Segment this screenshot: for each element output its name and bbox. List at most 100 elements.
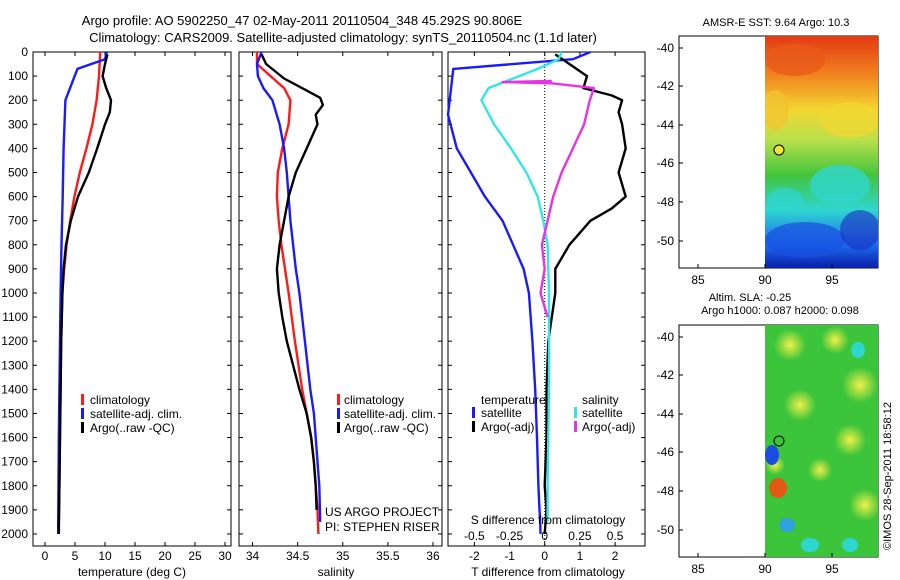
y-tick-label: 1400 <box>1 382 28 396</box>
y-tick-label: 1300 <box>1 358 28 372</box>
y-tick-label: 300 <box>8 117 28 131</box>
x-tick-label: 35.5 <box>376 549 400 563</box>
temperature-legend: climatology satellite-adj. clim. Argo(..… <box>81 393 182 435</box>
sla-argo-marker <box>773 435 785 447</box>
salinity-xlabel: salinity <box>318 565 355 579</box>
series-line-satellite-adj-clim <box>255 51 322 522</box>
map-y-tick-label: -42 <box>657 368 675 382</box>
y-tick-label: 2000 <box>1 527 28 541</box>
map-x-tick-label: 95 <box>825 273 839 287</box>
map-x-tick-label: 90 <box>758 562 772 576</box>
y-tick-label: 1900 <box>1 503 28 517</box>
figure-title-line2: Climatology: CARS2009. Satellite-adjuste… <box>89 30 597 45</box>
legend-label-argo: Argo(..raw -QC) <box>90 421 175 435</box>
x-tick-label: 34.5 <box>286 549 310 563</box>
map-y-tick-label: -48 <box>657 195 675 209</box>
y-tick-label: 200 <box>8 93 28 107</box>
x-tick-label: -1 <box>504 549 515 563</box>
x-tick-label: 1 <box>577 549 584 563</box>
sla-map-subtitle: Argo h1000: 0.087 h2000: 0.098 <box>701 305 859 317</box>
y-tick-label: 100 <box>8 69 28 83</box>
series-line-climatology <box>255 52 320 535</box>
s-tick-label: -0.5 <box>464 529 485 543</box>
y-tick-label: 0 <box>21 45 28 59</box>
temperature-xlabel: temperature (deg C) <box>78 565 186 579</box>
map-y-tick-label: -46 <box>657 156 675 170</box>
y-tick-label: 700 <box>8 214 28 228</box>
legend-swatch-climatology <box>81 394 84 405</box>
y-tick-label: 1100 <box>2 310 28 324</box>
axis-ticks: 0 5 10 15 20 25 300100200300400500600700800900… <box>1 45 645 563</box>
difference-xlabel: T difference from climatology <box>471 565 625 579</box>
legend-label-sal-argo: Argo(-adj) <box>582 420 635 434</box>
sla-field <box>765 325 878 557</box>
s-tick-label: 0 <box>541 529 548 543</box>
map-y-tick-label: -50 <box>657 234 675 248</box>
legend-label-climatology: climatology <box>344 393 404 407</box>
legend-swatch-satellite <box>337 408 340 419</box>
credit-project: US ARGO PROJECT <box>325 505 440 519</box>
series-line-argo-raw-qc <box>57 54 113 535</box>
series-line-argo-raw-qc <box>260 53 325 510</box>
x-tick-label: 0 <box>541 549 548 563</box>
series-line-temperature-argo-adj <box>543 53 627 535</box>
sst-argo-marker <box>773 144 785 156</box>
x-tick-label: 25 <box>188 549 202 563</box>
x-tick-label: 20 <box>158 549 172 563</box>
x-tick-label: 35 <box>336 549 350 563</box>
s-tick-label: 0.5 <box>607 529 624 543</box>
salinity-legend: climatology satellite-adj. clim. Argo(..… <box>337 393 436 435</box>
y-tick-label: 1800 <box>1 479 28 493</box>
map-y-tick-label: -40 <box>657 41 675 55</box>
map-y-tick-label: -44 <box>657 118 675 132</box>
map-y-tick-label: -46 <box>657 445 675 459</box>
y-tick-label: 1700 <box>1 455 28 469</box>
series-line-temperature-satellite <box>446 50 591 535</box>
y-tick-label: 1500 <box>1 406 28 420</box>
credit-pi: PI: STEPHEN RISER <box>325 520 440 534</box>
y-tick-label: 1200 <box>1 334 28 348</box>
y-tick-label: 1000 <box>1 286 28 300</box>
y-tick-label: 1600 <box>1 431 28 445</box>
legend-label-climatology: climatology <box>90 393 150 407</box>
map-y-tick-label: -40 <box>657 330 675 344</box>
legend-swatch-sal-argo <box>574 421 577 432</box>
y-tick-label: 400 <box>8 141 28 155</box>
map-y-tick-label: -42 <box>657 79 675 93</box>
legend-swatch-temp-satellite <box>472 407 475 418</box>
x-tick-label: -2 <box>469 549 480 563</box>
s-tick-label: -0.25 <box>496 529 524 543</box>
x-tick-label: 0 <box>42 549 49 563</box>
legend-label-argo: Argo(..raw -QC) <box>344 421 429 435</box>
difference-panel-frame <box>447 51 646 547</box>
map-y-tick-label: -50 <box>657 523 675 537</box>
legend-swatch-argo <box>337 422 340 433</box>
difference-top-xlabel: S difference from climatology <box>471 513 626 527</box>
legend-label-sal-satellite: satellite <box>582 406 623 420</box>
y-tick-label: 500 <box>8 165 28 179</box>
y-tick-label: 600 <box>8 190 28 204</box>
map-y-tick-label: -48 <box>657 484 675 498</box>
legend-label-temp-satellite: satellite <box>481 406 522 420</box>
map-y-tick-label: -44 <box>657 407 675 421</box>
s-tick-label: 0.25 <box>568 529 592 543</box>
legend-label-satellite: satellite-adj. clim. <box>344 407 436 421</box>
legend-swatch-argo <box>81 422 84 433</box>
sla-map: Altim. SLA: -0.25 Argo h1000: 0.087 h200… <box>657 292 879 576</box>
sst-map: AMSR-E SST: 9.64 Argo: 10.3 85 90 95 -40 -42… <box>657 17 879 287</box>
credit-imos: ©IMOS 28-Sep-2011 18:58:12 <box>882 402 894 550</box>
legend-swatch-sal-satellite <box>574 407 577 418</box>
temperature-panel-frame <box>32 51 232 547</box>
figure-title-line1: Argo profile: AO 5902250_47 02-May-2011 … <box>82 13 523 28</box>
x-tick-label: 30 <box>218 549 232 563</box>
legend-swatch-temp-argo <box>472 421 475 432</box>
series-line-salinity-satellite <box>480 51 563 522</box>
x-tick-label: 10 <box>98 549 112 563</box>
sst-map-title: AMSR-E SST: 9.64 Argo: 10.3 <box>703 17 850 29</box>
difference-legend: temperature salinity satellite Argo(-adj… <box>472 393 635 434</box>
x-tick-label: 2 <box>612 549 619 563</box>
y-tick-label: 800 <box>8 238 28 252</box>
x-tick-label: 15 <box>128 549 142 563</box>
series-line-salinity-argo-adj <box>501 79 596 318</box>
map-x-tick-label: 85 <box>691 273 705 287</box>
